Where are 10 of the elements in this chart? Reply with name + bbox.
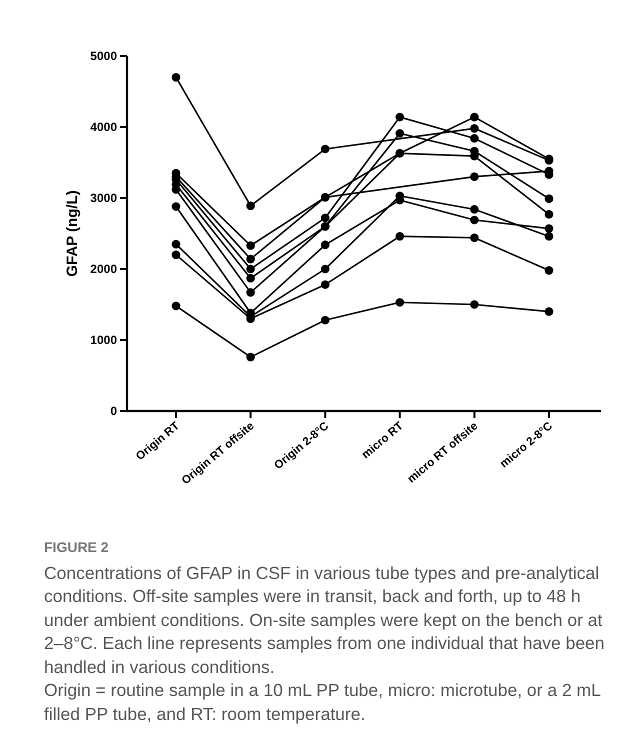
caption: FIGURE 2	[44, 538, 110, 557]
y-tick-label: 4000	[90, 120, 118, 134]
y-tick-label: 5000	[90, 49, 118, 64]
text: Concentrations of GFAP in CSF in various tube types and pre-analytical conditions. Off-site samples were in transit, back and forth, up to 48 h under ambient conditions. On-site samples were kept on the bench or at 2–8°C. Each line represents samples from one individual that have been handled in various conditions.	[44, 562, 606, 678]
text: Origin = routine sample in a 10 mL PP tube, micro: microtube, or a 2 mL filled PP tube, and RT: room temperature.	[44, 679, 602, 726]
y-tick-label: 3000	[90, 191, 118, 206]
y-tick-label: 2000	[90, 262, 118, 276]
y-tick-label: 0	[110, 404, 118, 418]
y-axis-title: GFAP (ng/L)	[64, 190, 81, 277]
y-tick-label: 1000	[90, 333, 118, 348]
